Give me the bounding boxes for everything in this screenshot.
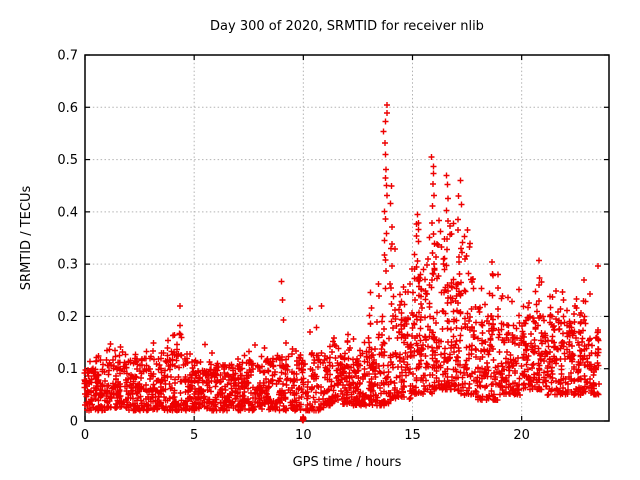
- plot-border: [84, 54, 610, 422]
- chart-title: Day 300 of 2020, SRMTID for receiver nli…: [210, 19, 484, 34]
- srmtid-scatter-series: [81, 102, 602, 424]
- x-tick-label: 15: [404, 428, 421, 443]
- scatter-points: [81, 102, 602, 424]
- y-tick-label: 0.5: [57, 153, 78, 168]
- x-tick-label: 20: [513, 428, 530, 443]
- y-tick-labels: 0 0.1 0.2 0.3 0.4 0.5 0.6 0.7: [57, 49, 78, 430]
- y-tick-label: 0.2: [57, 310, 78, 325]
- y-tick-label: 0.7: [57, 49, 78, 64]
- y-tick-label: 0.6: [57, 101, 78, 116]
- y-axis-label: SRMTID / TECUs: [19, 186, 34, 291]
- x-tick-label: 10: [295, 428, 312, 443]
- x-tick-labels: 0 5 10 15 20: [81, 428, 530, 443]
- y-tick-label: 0.4: [57, 205, 78, 220]
- x-axis-label: GPS time / hours: [293, 455, 402, 470]
- y-tick-label: 0.1: [57, 362, 78, 377]
- y-tick-label: 0.3: [57, 258, 78, 273]
- x-tick-label: 5: [190, 428, 198, 443]
- y-tick-label: 0: [70, 415, 78, 430]
- x-tick-label: 0: [81, 428, 89, 443]
